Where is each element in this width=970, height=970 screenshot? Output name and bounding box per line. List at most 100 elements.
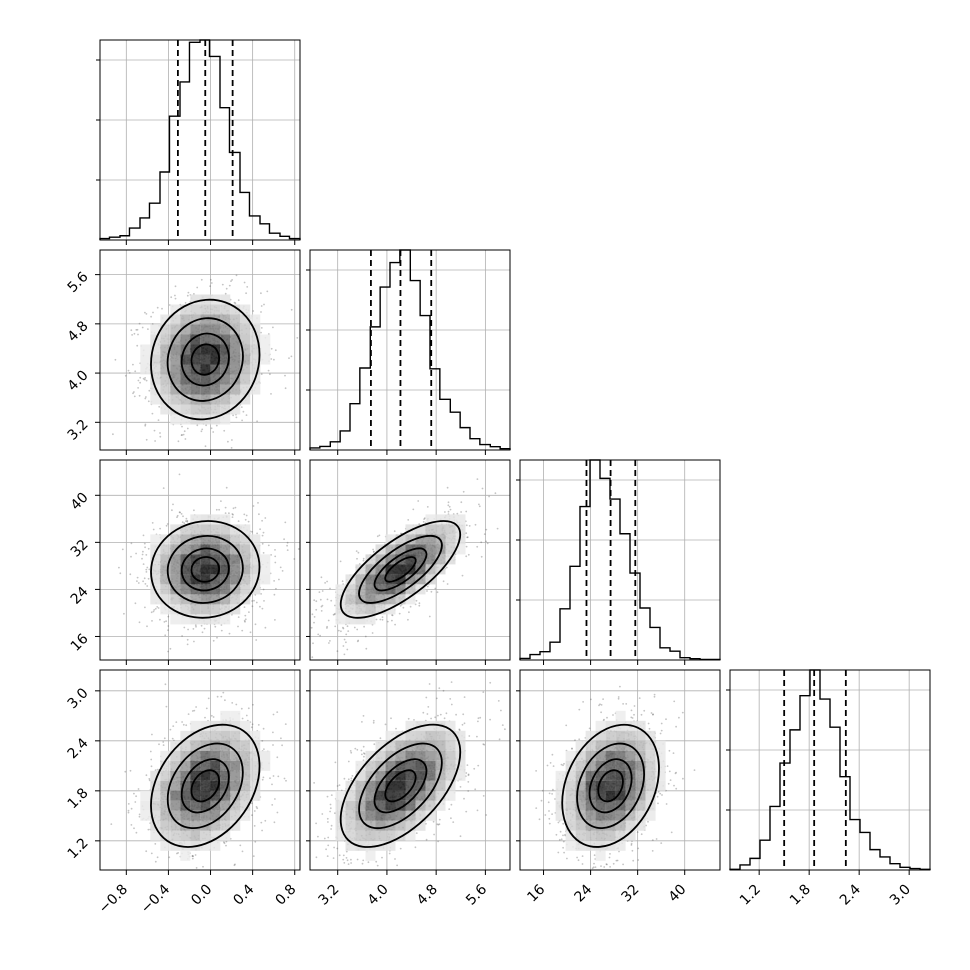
scatter-point: [263, 748, 265, 750]
scatter-point: [496, 527, 499, 530]
density-cell: [170, 574, 181, 585]
scatter-point: [221, 283, 224, 286]
scatter-point: [341, 580, 344, 583]
scatter-point: [162, 487, 165, 489]
scatter-point: [251, 600, 254, 602]
scatter-point: [391, 614, 394, 617]
density-cell: [200, 374, 211, 385]
scatter-point: [436, 591, 439, 594]
scatter-point: [157, 419, 160, 421]
scatter-point: [274, 619, 276, 621]
scatter-point: [134, 602, 137, 605]
scatter-point: [260, 305, 263, 307]
scatter-point: [379, 618, 382, 621]
scatter-point: [144, 311, 146, 314]
density-cell: [140, 344, 151, 355]
scatter-point: [442, 580, 445, 583]
scatter-point: [465, 545, 468, 548]
density-cell: [200, 554, 211, 565]
panel-frame: [99, 39, 301, 241]
scatter-point: [253, 599, 255, 602]
scatter-point: [131, 334, 134, 336]
scatter-point: [145, 313, 148, 315]
scatter-point: [138, 394, 141, 397]
scatter-point: [412, 508, 415, 511]
density-cell: [220, 524, 231, 535]
scatter-point: [178, 473, 181, 476]
scatter-point: [234, 506, 237, 509]
scatter-point: [381, 616, 384, 618]
scatter-point: [147, 577, 150, 580]
scatter-point: [136, 580, 138, 582]
panel-1-0: 3.24.04.85.6: [65, 249, 301, 455]
scatter-point: [134, 370, 137, 373]
scatter-point: [123, 612, 125, 615]
density-cell: [210, 524, 221, 535]
scatter-point: [130, 555, 132, 558]
scatter-point: [147, 547, 150, 550]
density-cell: [445, 534, 456, 545]
scatter-point: [166, 523, 169, 525]
scatter-point: [297, 548, 300, 550]
scatter-point: [132, 392, 134, 395]
scatter-point: [263, 600, 265, 602]
density-cell: [190, 604, 201, 615]
scatter-point: [346, 648, 349, 651]
density-cell: [230, 554, 241, 565]
scatter-point: [191, 857, 194, 860]
scatter-point: [183, 430, 186, 433]
scatter-point: [375, 618, 378, 621]
scatter-point: [445, 566, 448, 569]
scatter-point: [267, 544, 270, 547]
scatter-point: [313, 616, 316, 618]
density-cell: [230, 534, 241, 545]
density-cell: [200, 574, 211, 585]
scatter-point: [243, 619, 246, 622]
scatter-point: [220, 500, 222, 502]
scatter-point: [270, 358, 273, 360]
scatter-point: [241, 419, 244, 422]
scatter-point: [124, 374, 127, 377]
density-cell: [170, 394, 181, 405]
density-cell: [230, 344, 241, 355]
scatter-point: [184, 438, 187, 440]
scatter-point: [270, 554, 272, 556]
scatter-point: [151, 522, 154, 524]
scatter-point: [165, 620, 168, 623]
scatter-point: [193, 509, 195, 512]
scatter-point: [260, 331, 262, 334]
scatter-point: [337, 629, 340, 632]
panel-2-1: [306, 459, 511, 665]
scatter-point: [119, 572, 122, 575]
density-cell: [210, 304, 221, 315]
scatter-point: [144, 424, 147, 427]
density-cell: [170, 344, 181, 355]
density-cell: [180, 544, 191, 555]
scatter-point: [317, 633, 320, 636]
scatter-point: [144, 423, 147, 426]
density-cell: [260, 574, 271, 585]
scatter-point: [185, 520, 187, 522]
scatter-point: [228, 512, 230, 515]
scatter-point: [139, 381, 142, 384]
scatter-point: [272, 326, 274, 329]
scatter-point: [378, 534, 381, 537]
y-tick-label: 3.2: [65, 417, 92, 444]
scatter-point: [261, 519, 263, 522]
scatter-point: [142, 550, 144, 553]
scatter-point: [135, 552, 138, 555]
scatter-point: [215, 508, 218, 511]
density-cell: [230, 354, 241, 365]
scatter-point: [186, 427, 189, 430]
scatter-point: [346, 625, 349, 628]
scatter-point: [231, 439, 233, 441]
scatter-point: [232, 414, 235, 417]
scatter-point: [447, 510, 450, 513]
scatter-point: [153, 609, 156, 611]
scatter-point: [362, 559, 365, 562]
scatter-point: [224, 506, 227, 509]
density-cell: [240, 544, 251, 555]
scatter-point: [465, 532, 468, 535]
density-cell: [170, 364, 181, 375]
scatter-point: [152, 311, 154, 314]
